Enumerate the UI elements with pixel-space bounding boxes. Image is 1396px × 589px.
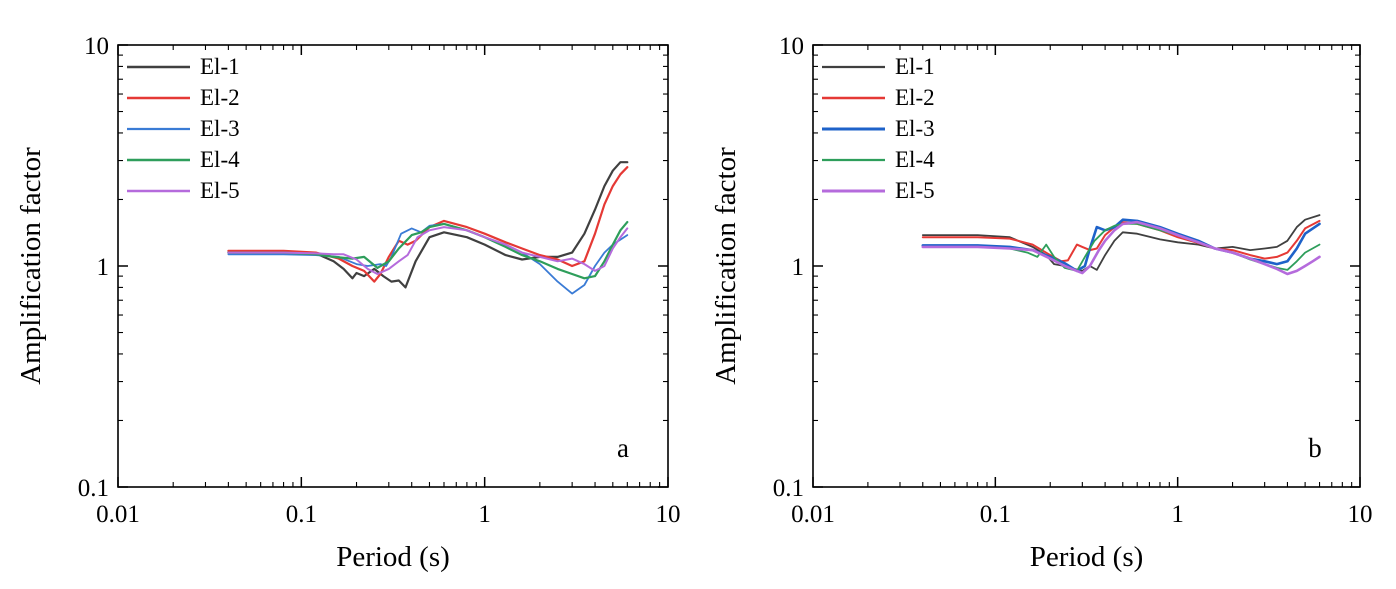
legend-label-el-4: El-4	[200, 147, 240, 172]
plot-frame	[812, 44, 1361, 488]
panel-label: a	[617, 433, 629, 463]
legend-label-el-2: El-2	[895, 85, 935, 110]
y-tick-label: 0.1	[773, 475, 804, 502]
series-line-el-5	[921, 220, 1321, 276]
legend-label-el-3: El-3	[895, 116, 935, 141]
x-axis-title: Period (s)	[1030, 541, 1144, 573]
y-tick-label: 0.1	[78, 475, 109, 502]
series-group	[227, 161, 629, 295]
x-tick-label: 0.1	[286, 501, 317, 528]
panel-label: b	[1308, 433, 1322, 463]
legend-label-el-1: El-1	[200, 54, 240, 79]
legend-label-el-3: El-3	[200, 116, 240, 141]
x-tick-label: 10	[1348, 501, 1373, 528]
y-axis-title: Amplification factor	[710, 147, 742, 385]
y-tick-label: 10	[779, 33, 804, 60]
legend-label-el-5: El-5	[200, 178, 240, 203]
series-line-el-5	[227, 226, 629, 275]
legend-label-el-4: El-4	[895, 147, 935, 172]
y-axis-title: Amplification factor	[15, 147, 47, 385]
legend: El-1 El-2 El-3 El-4 El-5	[127, 54, 240, 203]
series-line-el-2	[227, 166, 629, 283]
x-tick-label: 1	[1171, 501, 1184, 528]
x-tick-label: 1	[478, 501, 491, 528]
y-tick-label: 1	[792, 254, 805, 281]
series-line-el-3	[921, 218, 1321, 273]
x-axis-title: Period (s)	[336, 541, 450, 573]
y-tick-label: 10	[84, 33, 109, 60]
series-group	[921, 214, 1321, 276]
x-tick-label: 0.01	[791, 501, 835, 528]
x-tick-label: 0.01	[96, 501, 140, 528]
legend-label-el-5: El-5	[895, 178, 935, 203]
legend-label-el-2: El-2	[200, 85, 240, 110]
legend-label-el-1: El-1	[895, 54, 935, 79]
x-tick-label: 10	[656, 501, 681, 528]
legend: El-1 El-2 El-3 El-4 El-5	[822, 54, 935, 203]
series-line-el-1	[227, 161, 629, 289]
y-tick-label: 1	[97, 254, 110, 281]
x-tick-label: 0.1	[980, 501, 1011, 528]
series-line-el-2	[921, 219, 1321, 263]
